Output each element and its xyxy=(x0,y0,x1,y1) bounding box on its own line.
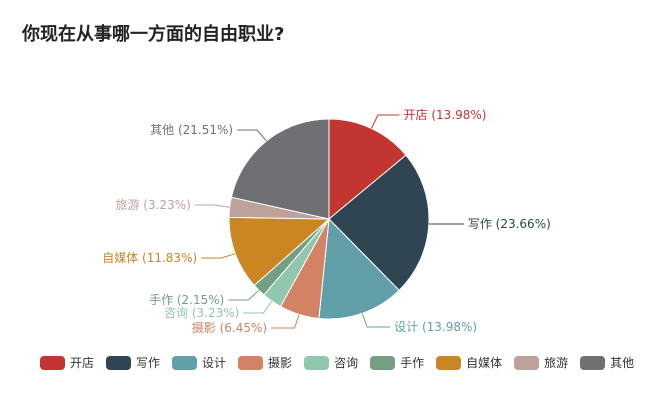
slice-label-4: 咨询 (3.23%) xyxy=(164,305,239,320)
legend-label: 其他 xyxy=(610,356,635,370)
label-line-5 xyxy=(228,289,260,301)
legend-item[interactable]: 开店 xyxy=(40,354,94,371)
legend-label: 咨询 xyxy=(334,356,359,370)
legend-item[interactable]: 旅游 xyxy=(514,354,568,371)
legend-label: 设计 xyxy=(202,356,227,370)
legend-swatch xyxy=(304,355,330,370)
label-line-2 xyxy=(361,313,391,328)
pie-slice-6 xyxy=(228,216,331,287)
legend-swatch xyxy=(40,355,65,370)
legend-swatch xyxy=(436,355,462,370)
pie-slice-2 xyxy=(318,217,400,320)
slice-label-0: 开店 (13.98%) xyxy=(404,108,487,122)
legend-label: 开店 xyxy=(70,356,95,370)
legend-item[interactable]: 自媒体 xyxy=(436,354,502,371)
legend-swatch xyxy=(172,355,198,370)
label-line-6 xyxy=(201,253,236,259)
legend-swatch xyxy=(238,355,264,370)
legend-item[interactable]: 手作 xyxy=(370,354,424,371)
legend-label: 自媒体 xyxy=(466,356,503,370)
label-line-3 xyxy=(271,314,300,329)
legend-item[interactable]: 其他 xyxy=(580,354,634,371)
legend-item[interactable]: 咨询 xyxy=(304,354,358,371)
legend-swatch xyxy=(514,355,540,370)
legend-swatch xyxy=(106,355,132,370)
legend-item[interactable]: 写作 xyxy=(106,354,160,371)
slice-label-5: 手作 (2.15%) xyxy=(149,293,224,307)
legend-item[interactable]: 设计 xyxy=(172,354,226,371)
slice-label-7: 旅游 (3.23%) xyxy=(115,198,190,212)
label-line-0 xyxy=(371,114,400,129)
slice-label-3: 摄影 (6.45%) xyxy=(192,320,267,335)
label-line-7 xyxy=(194,204,230,208)
legend-item[interactable]: 摄影 xyxy=(238,354,292,371)
legend-label: 写作 xyxy=(136,356,161,370)
legend-label: 旅游 xyxy=(544,356,569,370)
slice-label-8: 其他 (21.51%) xyxy=(150,123,233,137)
chart-title: 你现在从事哪一方面的自由职业? xyxy=(22,24,285,45)
pie-slice-8 xyxy=(230,118,330,220)
slice-label-2: 设计 (13.98%) xyxy=(394,320,477,334)
label-line-4 xyxy=(243,300,273,314)
slice-label-1: 写作 (23.66%) xyxy=(468,217,551,231)
legend-swatch xyxy=(370,355,396,370)
label-line-8 xyxy=(237,129,267,142)
slice-label-6: 自媒体 (11.83%) xyxy=(102,251,197,265)
legend-label: 摄影 xyxy=(268,356,293,370)
legend: 开店 写作 设计 摄影 咨询 手作 自媒体 旅游 其他 xyxy=(40,354,634,371)
legend-label: 手作 xyxy=(400,356,425,370)
pie-slice-0 xyxy=(328,118,407,221)
legend-swatch xyxy=(580,355,606,370)
